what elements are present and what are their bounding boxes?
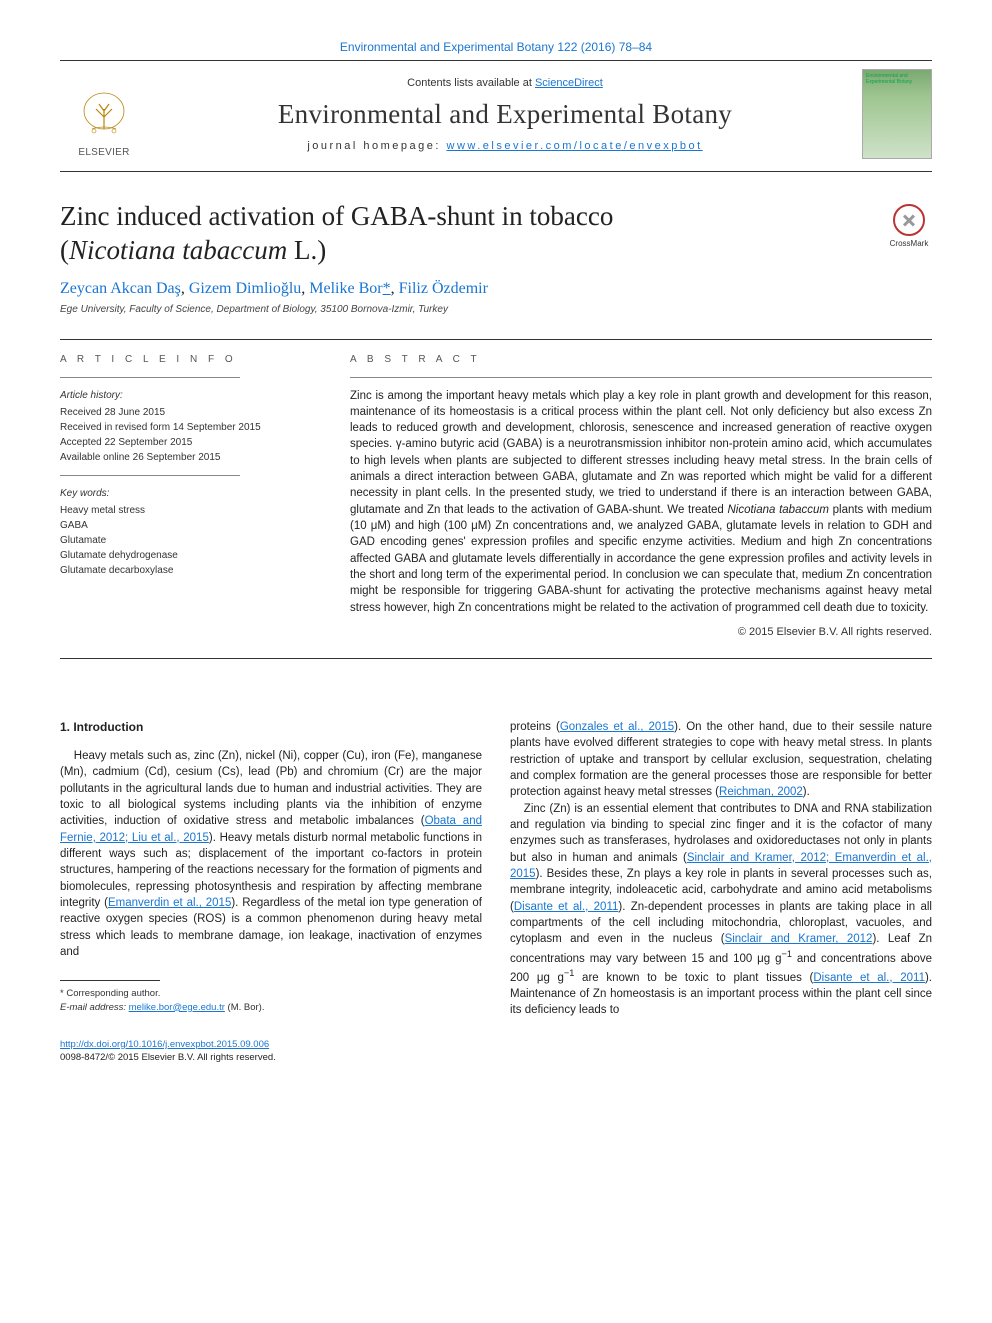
journal-reference-top: Environmental and Experimental Botany 12…	[60, 40, 932, 54]
info-abstract-row: A R T I C L E I N F O Article history: R…	[60, 354, 932, 639]
author-4[interactable]: Filiz Özdemir	[399, 280, 488, 297]
header-center: Contents lists available at ScienceDirec…	[148, 77, 862, 152]
journal-header: ELSEVIER Contents lists available at Sci…	[60, 60, 932, 172]
issn-copyright: 0098-8472/© 2015 Elsevier B.V. All right…	[60, 1052, 276, 1063]
citation-link[interactable]: Gonzales et al., 2015	[560, 721, 674, 733]
superscript: −1	[564, 968, 574, 978]
email-link[interactable]: melike.bor@ege.edu.tr	[129, 1002, 225, 1013]
received-date: Received 28 June 2015	[60, 407, 165, 418]
elsevier-tree-icon	[74, 89, 134, 144]
history-label: Article history:	[60, 388, 320, 403]
cover-thumb-text: Environmental and Experimental Botany	[863, 70, 931, 88]
author-2[interactable]: Gizem Dimlioğlu	[189, 280, 301, 297]
online-date: Available online 26 September 2015	[60, 452, 221, 463]
title-paren-open: (	[60, 235, 69, 265]
para-text: ).	[803, 786, 810, 798]
article-title: Zinc induced activation of GABA-shunt in…	[60, 200, 874, 268]
crossmark-icon	[893, 204, 925, 236]
title-line-2-post: L.)	[287, 235, 326, 265]
contents-available-line: Contents lists available at ScienceDirec…	[148, 77, 862, 89]
doi-block: http://dx.doi.org/10.1016/j.envexpbot.20…	[60, 1038, 482, 1065]
keyword: Heavy metal stress	[60, 505, 145, 516]
section-divider	[60, 658, 932, 659]
intro-paragraph-3: Zinc (Zn) is an essential element that c…	[510, 801, 932, 1019]
footnote-rule	[60, 980, 160, 981]
journal-cover-thumb: Environmental and Experimental Botany	[862, 69, 932, 159]
para-text: Heavy metals such as, zinc (Zn), nickel …	[60, 750, 482, 827]
citation-link[interactable]: Disante et al., 2011	[514, 901, 619, 913]
abstract-part-1: Zinc is among the important heavy metals…	[350, 390, 932, 516]
abstract-heading: A B S T R A C T	[350, 354, 932, 365]
keyword: GABA	[60, 520, 88, 531]
citation-link[interactable]: Emanverdin et al., 2015	[108, 897, 231, 909]
publisher-name: ELSEVIER	[78, 147, 129, 158]
body-right-column: proteins (Gonzales et al., 2015). On the…	[510, 719, 932, 1064]
title-species: Nicotiana tabaccum	[69, 235, 287, 265]
intro-heading: 1. Introduction	[60, 719, 482, 736]
keyword: Glutamate	[60, 535, 106, 546]
para-text: proteins (	[510, 721, 560, 733]
citation-link[interactable]: Sinclair and Kramer, 2012	[725, 933, 873, 945]
article-info-heading: A R T I C L E I N F O	[60, 354, 320, 365]
intro-paragraph-2: proteins (Gonzales et al., 2015). On the…	[510, 719, 932, 801]
body-two-column: 1. Introduction Heavy metals such as, zi…	[60, 719, 932, 1064]
author-3[interactable]: Melike Bor	[309, 280, 382, 297]
keyword: Glutamate decarboxylase	[60, 565, 173, 576]
info-rule	[60, 475, 240, 476]
superscript: −1	[782, 949, 792, 959]
abstract-species: Nicotiana tabaccum	[727, 504, 828, 516]
homepage-label: journal homepage:	[307, 140, 446, 152]
corresponding-author-footnote: * Corresponding author. E-mail address: …	[60, 987, 482, 1014]
abstract-rule	[350, 377, 932, 378]
affiliation: Ege University, Faculty of Science, Depa…	[60, 304, 932, 315]
keywords-label: Key words:	[60, 486, 320, 501]
para-text: are known to be toxic to plant tissues (	[574, 972, 813, 984]
citation-link[interactable]: Disante et al., 2011	[813, 972, 925, 984]
accepted-date: Accepted 22 September 2015	[60, 437, 192, 448]
article-title-block: Zinc induced activation of GABA-shunt in…	[60, 200, 932, 268]
copyright-line: © 2015 Elsevier B.V. All rights reserved…	[350, 626, 932, 638]
author-sep: ,	[181, 280, 189, 297]
info-rule	[60, 377, 240, 378]
abstract-column: A B S T R A C T Zinc is among the import…	[350, 354, 932, 639]
author-1[interactable]: Zeycan Akcan Daş	[60, 280, 181, 297]
keywords-block: Key words: Heavy metal stress GABA Gluta…	[60, 486, 320, 578]
contents-label: Contents lists available at	[407, 77, 535, 89]
abstract-part-2: plants with medium (10 μM) and high (100…	[350, 504, 932, 614]
homepage-line: journal homepage: www.elsevier.com/locat…	[148, 140, 862, 152]
intro-paragraph-1: Heavy metals such as, zinc (Zn), nickel …	[60, 748, 482, 960]
crossmark-label: CrossMark	[890, 239, 929, 248]
doi-link[interactable]: http://dx.doi.org/10.1016/j.envexpbot.20…	[60, 1038, 482, 1051]
crossmark-badge[interactable]: CrossMark	[886, 204, 932, 250]
email-label: E-mail address:	[60, 1002, 129, 1013]
corresponding-star[interactable]: *	[383, 280, 391, 297]
homepage-url[interactable]: www.elsevier.com/locate/envexpbot	[447, 140, 703, 152]
article-history: Article history: Received 28 June 2015 R…	[60, 388, 320, 465]
body-left-column: 1. Introduction Heavy metals such as, zi…	[60, 719, 482, 1064]
title-line-1: Zinc induced activation of GABA-shunt in…	[60, 201, 613, 231]
article-info-column: A R T I C L E I N F O Article history: R…	[60, 354, 320, 639]
author-list: Zeycan Akcan Daş, Gizem Dimlioğlu, Melik…	[60, 280, 932, 298]
citation-link[interactable]: Reichman, 2002	[719, 786, 803, 798]
email-who: (M. Bor).	[225, 1002, 265, 1013]
author-sep: ,	[391, 280, 399, 297]
footnote-label: * Corresponding author.	[60, 987, 482, 1000]
journal-title: Environmental and Experimental Botany	[148, 99, 862, 130]
keyword: Glutamate dehydrogenase	[60, 550, 178, 561]
section-divider	[60, 339, 932, 340]
revised-date: Received in revised form 14 September 20…	[60, 422, 261, 433]
sciencedirect-link[interactable]: ScienceDirect	[535, 77, 603, 89]
abstract-text: Zinc is among the important heavy metals…	[350, 388, 932, 617]
publisher-logo: ELSEVIER	[60, 70, 148, 158]
